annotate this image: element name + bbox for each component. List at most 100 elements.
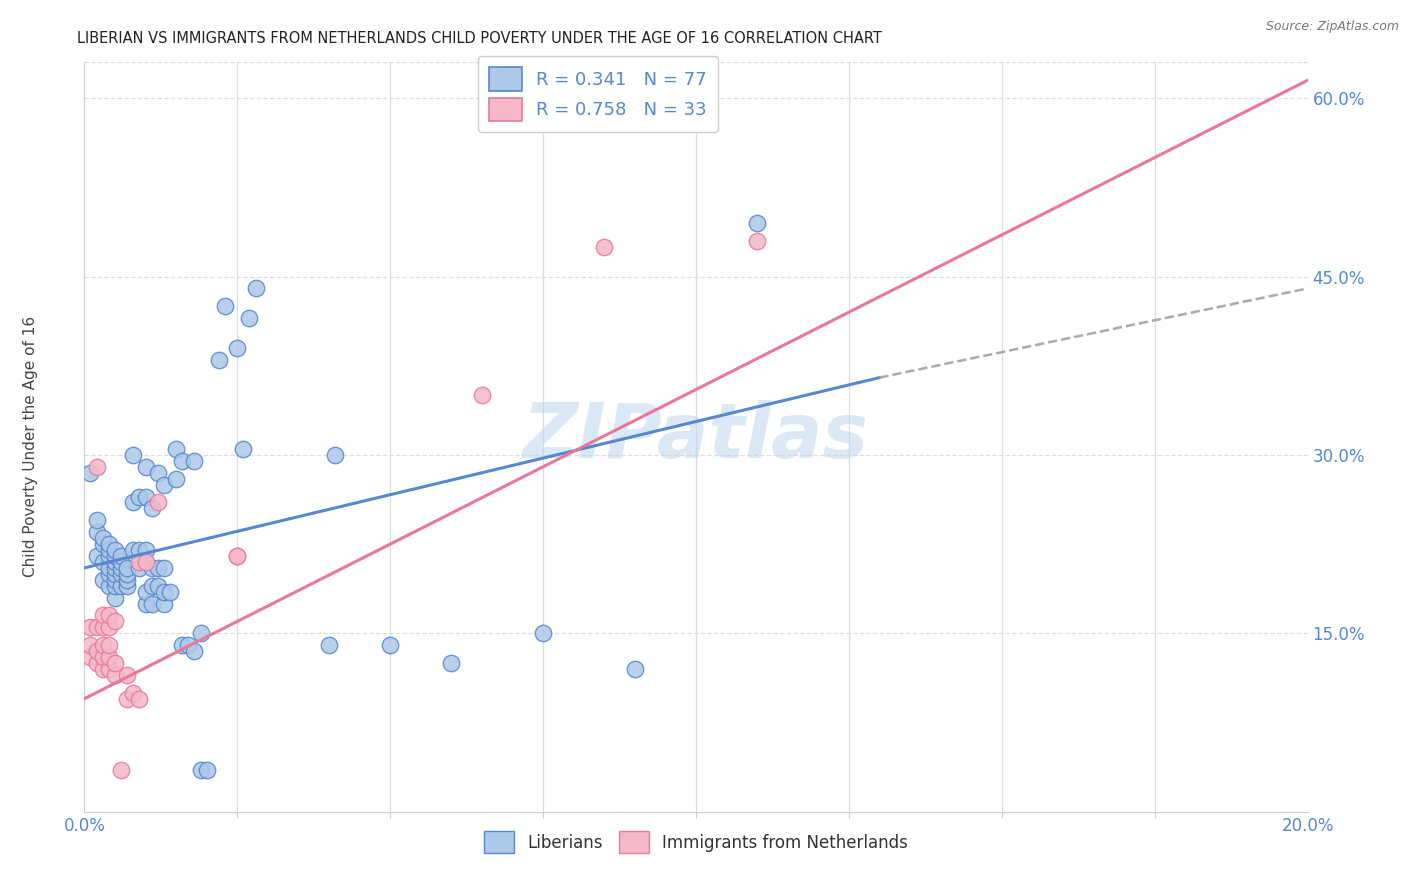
Point: [104, 656, 127, 670]
Point: [86, 525, 108, 540]
Point: [110, 561, 132, 575]
Point: [91, 662, 114, 676]
Point: [153, 597, 176, 611]
Point: [146, 561, 169, 575]
Point: [97, 566, 120, 581]
Legend: Liberians, Immigrants from Netherlands: Liberians, Immigrants from Netherlands: [477, 825, 915, 860]
Point: [183, 644, 205, 658]
Point: [91, 650, 114, 665]
Point: [531, 626, 554, 640]
Point: [122, 495, 145, 509]
Point: [104, 543, 127, 558]
Point: [122, 686, 145, 700]
Point: [110, 549, 132, 563]
Point: [747, 216, 769, 230]
Point: [226, 549, 249, 563]
Point: [79, 650, 101, 665]
Point: [115, 573, 138, 587]
Point: [245, 281, 267, 295]
Point: [115, 579, 138, 593]
Point: [135, 459, 157, 474]
Point: [153, 584, 176, 599]
Point: [238, 311, 260, 326]
Point: [593, 240, 616, 254]
Point: [79, 638, 101, 652]
Point: [110, 763, 132, 777]
Point: [104, 579, 127, 593]
Point: [159, 584, 181, 599]
Point: [86, 513, 108, 527]
Point: [91, 573, 114, 587]
Point: [79, 620, 101, 634]
Point: [97, 549, 120, 563]
Point: [115, 668, 138, 682]
Point: [115, 691, 138, 706]
Point: [135, 490, 157, 504]
Point: [104, 566, 127, 581]
Point: [91, 555, 114, 569]
Point: [471, 388, 494, 402]
Point: [380, 638, 402, 652]
Point: [146, 579, 169, 593]
Point: [91, 537, 114, 551]
Point: [104, 615, 127, 629]
Point: [214, 299, 236, 313]
Point: [91, 638, 114, 652]
Point: [135, 597, 157, 611]
Text: Child Poverty Under the Age of 16: Child Poverty Under the Age of 16: [24, 316, 38, 576]
Point: [86, 549, 108, 563]
Point: [97, 662, 120, 676]
Point: [135, 584, 157, 599]
Text: ZIPatlas: ZIPatlas: [523, 401, 869, 474]
Point: [115, 561, 138, 575]
Point: [135, 555, 157, 569]
Point: [128, 490, 150, 504]
Point: [86, 459, 108, 474]
Point: [122, 543, 145, 558]
Point: [86, 644, 108, 658]
Point: [195, 763, 218, 777]
Point: [226, 341, 249, 355]
Point: [232, 442, 254, 456]
Point: [97, 561, 120, 575]
Point: [86, 620, 108, 634]
Point: [323, 448, 346, 462]
Point: [177, 638, 200, 652]
Point: [104, 573, 127, 587]
Point: [318, 638, 340, 652]
Point: [104, 549, 127, 563]
Text: Source: ZipAtlas.com: Source: ZipAtlas.com: [1265, 20, 1399, 33]
Point: [141, 561, 163, 575]
Point: [146, 466, 169, 480]
Point: [153, 561, 176, 575]
Point: [110, 566, 132, 581]
Point: [97, 620, 120, 634]
Point: [110, 555, 132, 569]
Point: [104, 555, 127, 569]
Point: [141, 579, 163, 593]
Point: [97, 537, 120, 551]
Point: [624, 662, 647, 676]
Point: [104, 591, 127, 605]
Point: [128, 561, 150, 575]
Point: [146, 495, 169, 509]
Point: [86, 656, 108, 670]
Point: [110, 579, 132, 593]
Point: [440, 656, 463, 670]
Point: [141, 597, 163, 611]
Point: [153, 477, 176, 491]
Point: [190, 626, 212, 640]
Point: [91, 620, 114, 634]
Point: [97, 638, 120, 652]
Point: [91, 608, 114, 623]
Point: [128, 691, 150, 706]
Point: [165, 472, 187, 486]
Point: [747, 234, 769, 248]
Point: [97, 650, 120, 665]
Point: [141, 501, 163, 516]
Point: [165, 442, 187, 456]
Point: [104, 668, 127, 682]
Point: [128, 543, 150, 558]
Point: [115, 566, 138, 581]
Point: [190, 763, 212, 777]
